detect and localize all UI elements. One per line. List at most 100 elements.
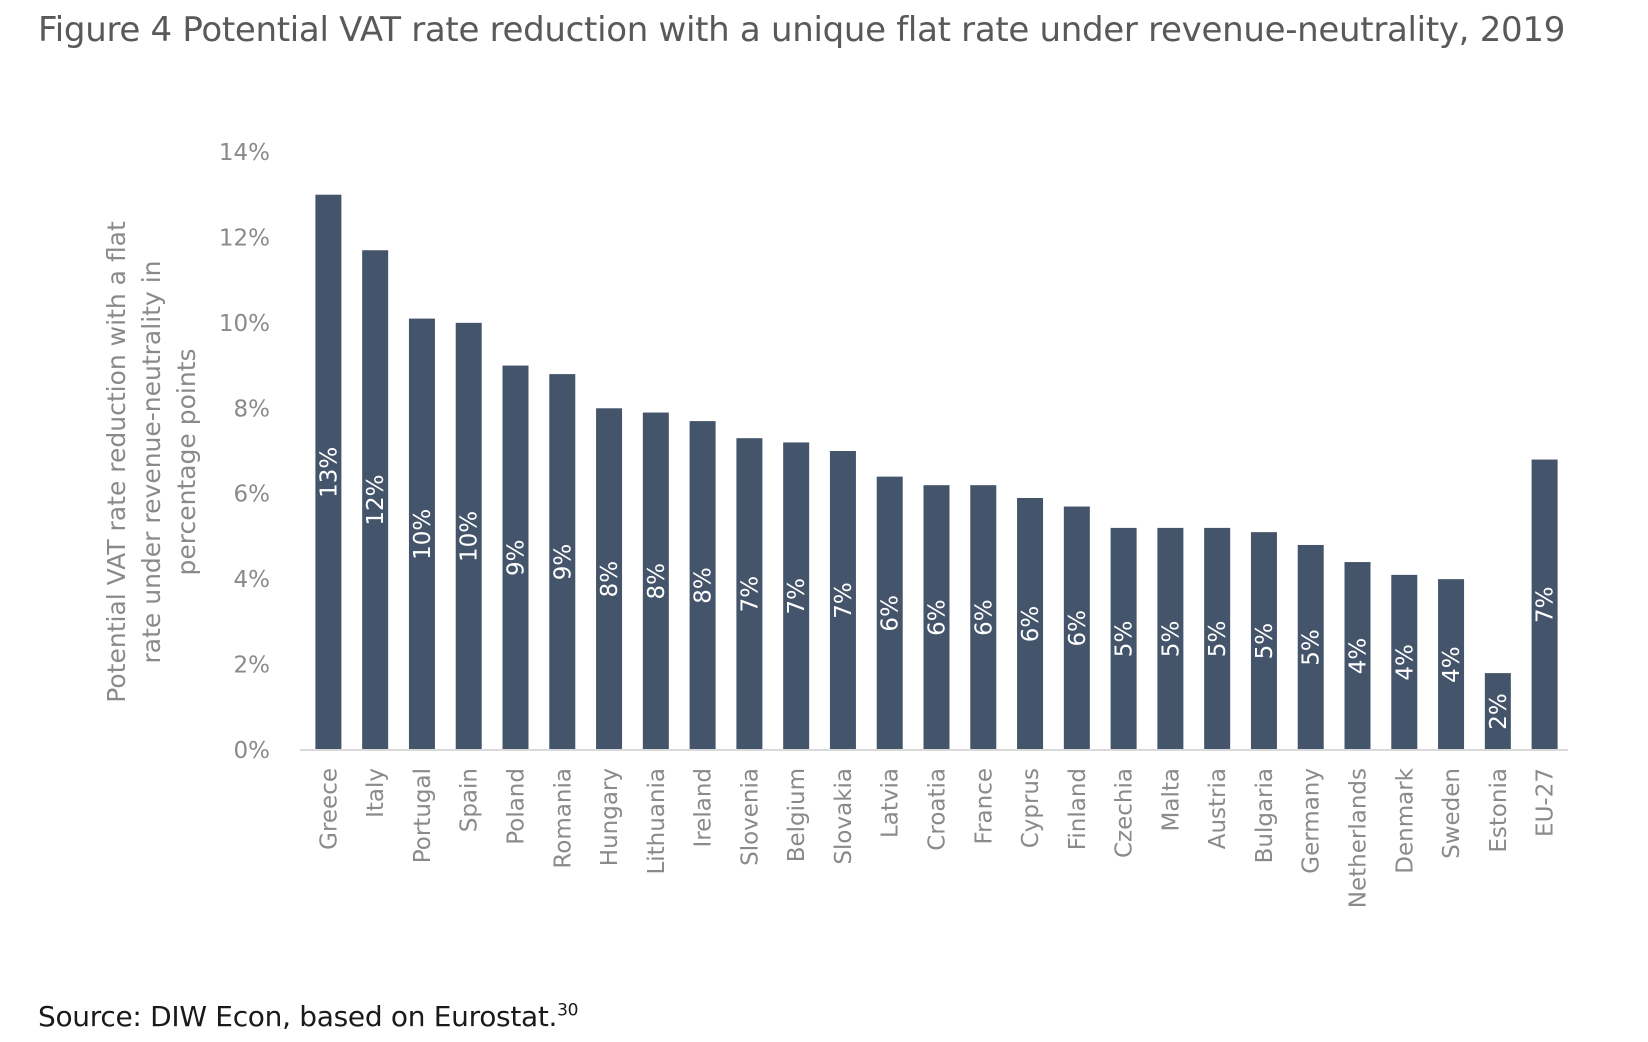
source-note: Source: DIW Econ, based on Eurostat.30 <box>38 1000 578 1033</box>
x-category-label: Czechia <box>1112 768 1138 858</box>
data-label: 9% <box>504 540 530 577</box>
bar-czechia <box>1110 527 1137 750</box>
data-label: 5% <box>1299 629 1325 666</box>
data-label: 6% <box>1065 610 1091 647</box>
data-label: 4% <box>1346 638 1372 675</box>
data-label: 6% <box>925 599 951 636</box>
data-label: 5% <box>1205 621 1231 658</box>
x-category-label: Bulgaria <box>1252 768 1278 863</box>
bar-belgium <box>783 442 810 750</box>
x-category-label: Poland <box>504 768 530 845</box>
bar-austria <box>1204 527 1231 750</box>
x-category-label: Netherlands <box>1346 768 1372 908</box>
y-axis-title-line: rate under revenue-neutrality in <box>137 261 166 664</box>
bar-estonia <box>1484 673 1511 750</box>
x-category-label: Germany <box>1299 768 1325 874</box>
bar-malta <box>1157 527 1184 750</box>
data-label: 8% <box>597 561 623 598</box>
x-category-label: Belgium <box>784 768 810 862</box>
bar-portugal <box>408 318 435 750</box>
bar-germany <box>1297 544 1324 750</box>
data-label: 5% <box>1252 623 1278 660</box>
bar-croatia <box>923 485 950 750</box>
x-category-label: Slovakia <box>831 768 857 865</box>
bar-ireland <box>689 421 716 750</box>
data-label: 8% <box>644 563 670 600</box>
data-label: 4% <box>1439 646 1465 683</box>
data-label: 6% <box>971 599 997 636</box>
y-axis-title-line: percentage points <box>172 348 201 575</box>
y-tick-label: 14% <box>219 140 270 166</box>
y-axis-title: Potential VAT rate reduction with a flat… <box>102 221 201 703</box>
bar-bulgaria <box>1250 532 1277 750</box>
x-category-label: Portugal <box>410 768 436 863</box>
data-label: 12% <box>363 475 389 526</box>
x-category-label: Estonia <box>1486 768 1512 853</box>
bar-spain <box>455 322 482 750</box>
data-label: 7% <box>784 578 810 615</box>
bar-slovakia <box>829 451 856 750</box>
x-category-label: Hungary <box>597 768 623 866</box>
x-category-label: Greece <box>316 768 342 850</box>
x-category-label: Malta <box>1158 768 1184 831</box>
bar-italy <box>362 250 389 750</box>
bar-denmark <box>1391 574 1418 750</box>
bar-greece <box>315 194 342 750</box>
bar-romania <box>549 374 576 750</box>
x-category-label: Spain <box>457 768 483 832</box>
data-label: 7% <box>737 576 763 613</box>
data-label: 6% <box>878 595 904 632</box>
y-tick-label: 12% <box>219 225 270 251</box>
x-category-label: Denmark <box>1392 767 1418 873</box>
bars: 13% 12% 10% 10% 9% 9% 8% 8% 8% 7% 7% 7% 6% 6% 6% 6% 6% 5%… <box>315 194 1559 750</box>
x-category-label: Sweden <box>1439 768 1465 859</box>
y-tick-label: 8% <box>234 396 271 422</box>
x-category-label: Croatia <box>925 768 951 851</box>
data-label: 2% <box>1486 693 1512 730</box>
data-label: 9% <box>550 544 576 581</box>
bar-finland <box>1063 506 1090 750</box>
data-label: 5% <box>1158 621 1184 658</box>
bar-slovenia <box>736 438 763 750</box>
data-label: 5% <box>1112 621 1138 658</box>
y-tick-label: 4% <box>234 567 271 593</box>
data-label: 4% <box>1392 644 1418 681</box>
figure-title: Figure 4 Potential VAT rate reduction wi… <box>38 10 1566 50</box>
bar-eu-27 <box>1531 459 1558 750</box>
bar-chart: Potential VAT rate reduction with a flat… <box>102 140 1568 908</box>
bar-sweden <box>1438 579 1465 750</box>
x-category-label: Ireland <box>691 768 717 848</box>
y-axis-ticks: 0% 2% 4% 6% 8% 10% 12% 14% <box>219 140 270 764</box>
bar-france <box>970 485 997 750</box>
data-label: 7% <box>831 582 857 619</box>
x-category-label: Latvia <box>878 768 904 838</box>
x-category-label: Austria <box>1205 768 1231 849</box>
bar-latvia <box>876 476 903 750</box>
source-text: Source: DIW Econ, based on Eurostat. <box>38 1000 558 1033</box>
x-category-label: France <box>971 768 997 844</box>
x-category-label: Romania <box>550 768 576 869</box>
bar-netherlands <box>1344 562 1371 750</box>
x-axis-categories: Greece Italy Portugal Spain Poland Romania Hun… <box>316 767 1558 908</box>
data-label: 13% <box>316 447 342 498</box>
y-tick-label: 0% <box>234 738 271 764</box>
data-label: 10% <box>410 509 436 560</box>
bar-hungary <box>596 408 623 750</box>
x-category-label: Italy <box>363 768 389 818</box>
x-category-label: Finland <box>1065 768 1091 850</box>
x-category-label: Cyprus <box>1018 768 1044 848</box>
data-label: 6% <box>1018 606 1044 643</box>
y-tick-label: 10% <box>219 311 270 337</box>
x-category-label: Slovenia <box>737 768 763 866</box>
y-tick-label: 2% <box>234 653 271 679</box>
bar-poland <box>502 365 529 750</box>
y-tick-label: 6% <box>234 482 271 508</box>
x-category-label: Lithuania <box>644 768 670 875</box>
data-label: 7% <box>1533 587 1559 624</box>
data-label: 8% <box>691 567 717 604</box>
bar-lithuania <box>642 412 669 750</box>
x-category-label: EU-27 <box>1533 768 1559 837</box>
bar-cyprus <box>1017 497 1044 750</box>
y-axis-title-line: Potential VAT rate reduction with a flat <box>102 221 131 703</box>
source-footnote: 30 <box>557 1000 579 1021</box>
